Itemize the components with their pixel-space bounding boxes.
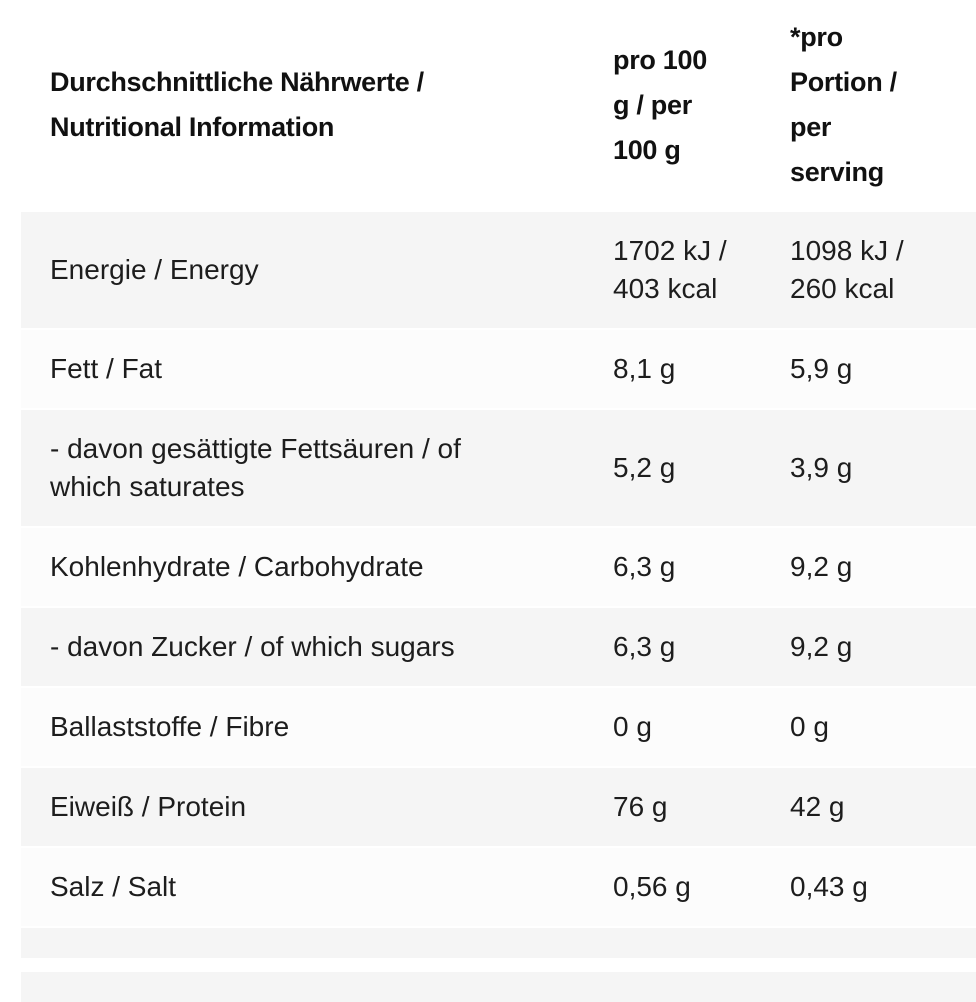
table-row-fat: Fett / Fat 8,1 g 5,9 g xyxy=(21,329,976,409)
value-per-100g: 0,56 g xyxy=(613,871,691,902)
value-per-100g: 0 g xyxy=(613,711,652,742)
header-row: Durchschnittliche Nährwerte / Nutritiona… xyxy=(21,0,976,211)
nutrient-label: Eiweiß / Protein xyxy=(50,791,247,822)
table-row-salt: Salz / Salt 0,56 g 0,43 g xyxy=(21,847,976,927)
value-per-serving: 3,9 g xyxy=(790,452,853,483)
value-per-100g: 5,2 g xyxy=(613,452,676,483)
nutrient-label: Ballaststoffe / Fibre xyxy=(50,711,290,742)
value-per-100g: 8,1 g xyxy=(613,353,676,384)
nutrient-label: Salz / Salt xyxy=(50,871,177,902)
col-header-per-serving: *pro Portion / per serving xyxy=(769,0,976,211)
value-per-100g: 6,3 g xyxy=(613,631,676,662)
value-per-serving: 5,9 g xyxy=(790,353,853,384)
value-per-serving: 0 g xyxy=(790,711,829,742)
nutrient-label: Energie / Energy xyxy=(50,254,259,285)
table-row-saturates: - davon gesättigte Fettsäuren / of which… xyxy=(21,409,976,527)
value-per-100g: 1702 kJ / 403 kcal xyxy=(613,235,727,304)
value-per-100g: 76 g xyxy=(613,791,668,822)
nutrient-label: - davon gesättigte Fettsäuren / of which… xyxy=(50,433,461,502)
value-per-100g: 6,3 g xyxy=(613,551,676,582)
empty-footer-cell xyxy=(21,927,976,958)
table-row-carbohydrate: Kohlenhydrate / Carbohydrate 6,3 g 9,2 g xyxy=(21,527,976,607)
table-row-protein: Eiweiß / Protein 76 g 42 g xyxy=(21,767,976,847)
table-row-energy: Energie / Energy 1702 kJ / 403 kcal 1098… xyxy=(21,211,976,329)
value-per-serving: 0,43 g xyxy=(790,871,868,902)
nutrient-label: - davon Zucker / of which sugars xyxy=(50,631,455,662)
nutrient-label: Kohlenhydrate / Carbohydrate xyxy=(50,551,424,582)
col-header-per-100g: pro 100 g / per 100 g xyxy=(592,0,769,211)
nutrition-table: Durchschnittliche Nährwerte / Nutritiona… xyxy=(21,0,976,958)
value-per-serving: 42 g xyxy=(790,791,845,822)
value-per-serving: 9,2 g xyxy=(790,551,853,582)
empty-footer-row xyxy=(21,927,976,958)
value-per-serving: 9,2 g xyxy=(790,631,853,662)
table-row-sugars: - davon Zucker / of which sugars 6,3 g 9… xyxy=(21,607,976,687)
col-header-nutrient: Durchschnittliche Nährwerte / Nutritiona… xyxy=(21,0,592,211)
next-section-strip xyxy=(21,972,976,1002)
table-row-fibre: Ballaststoffe / Fibre 0 g 0 g xyxy=(21,687,976,767)
nutrient-label: Fett / Fat xyxy=(50,353,163,384)
value-per-serving: 1098 kJ / 260 kcal xyxy=(790,235,904,304)
